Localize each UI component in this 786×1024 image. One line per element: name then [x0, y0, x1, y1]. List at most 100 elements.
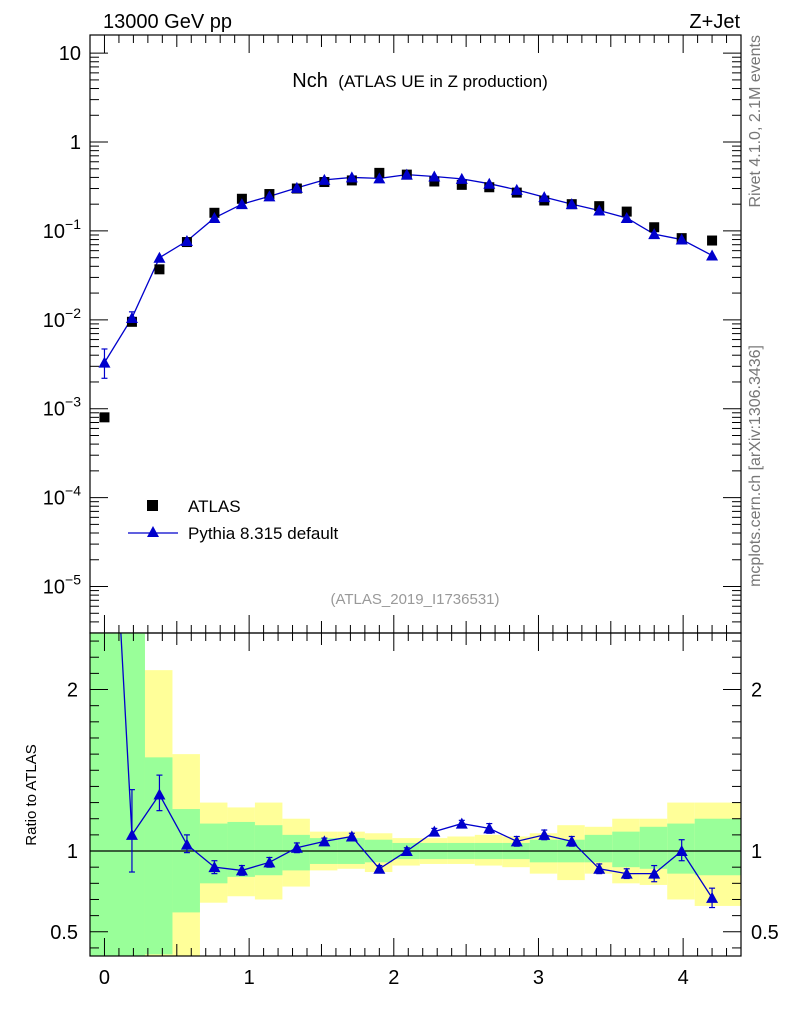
ratio-pythia-point — [180, 838, 193, 850]
main-ytick-label: 10−1 — [43, 216, 81, 243]
ratio-pythia-point — [706, 891, 719, 903]
ratio-pythia-point — [153, 788, 166, 800]
ratio-pythia-point — [125, 828, 138, 840]
uncertainty-band-stat — [612, 831, 640, 868]
ratio-pythia-point — [675, 845, 688, 857]
ratio-pythia-point — [208, 861, 221, 873]
ratio-pythia-point — [620, 867, 633, 879]
ratio-xtick-label: 3 — [533, 967, 544, 989]
pythia-point — [565, 198, 578, 210]
main-ytick-base: 10 — [43, 488, 65, 510]
ratio-xtick-label: 4 — [678, 967, 689, 989]
pythia-point — [125, 311, 138, 323]
atlas-point — [99, 412, 110, 423]
ratio-pythia-point — [235, 864, 248, 876]
title-sub: (ATLAS UE in Z production) — [338, 72, 547, 91]
uncertainty-band-stat — [144, 757, 173, 955]
pythia-point — [318, 173, 331, 185]
pythia-point — [290, 181, 303, 193]
ratio-pythia-point — [565, 835, 578, 847]
uncertainty-band-stat — [639, 826, 668, 869]
ratio-pythia-point — [290, 841, 303, 853]
main-ytick-base: 10 — [43, 221, 65, 243]
ratio-pythia-point — [510, 835, 523, 847]
ratio-panel: 0.5 0.5 1 1 2 2 0 1 2 3 4 Ratio to ATLAS — [23, 632, 779, 989]
pythia-point — [483, 177, 496, 189]
ratio-pythia-point — [538, 828, 551, 840]
pythia-point — [648, 228, 661, 240]
pythia-point — [235, 198, 248, 210]
main-ytick-exp: −4 — [65, 483, 81, 499]
main-ytick-exp: −5 — [65, 572, 81, 588]
ratio-ytick-label-left: 1 — [67, 841, 78, 863]
uncertainty-band-stat — [584, 834, 613, 863]
main-plot-frame — [89, 34, 742, 634]
ratio-ytick-label-right: 0.5 — [751, 922, 779, 944]
ratio-xtick-label: 2 — [388, 967, 399, 989]
rivet-label: Rivet 4.1.0, 2.1M events — [747, 35, 764, 208]
ratio-ytick-label-right: 1 — [751, 841, 762, 863]
ratio-pythia-point — [428, 825, 441, 837]
pythia-point — [98, 356, 111, 368]
ratio-axis-ticks: 0.5 0.5 1 1 2 2 0 1 2 3 4 — [50, 633, 779, 989]
pythia-point — [620, 211, 633, 223]
atlas-point — [456, 179, 467, 190]
process-label: Z+Jet — [689, 11, 740, 33]
pythia-point — [675, 233, 688, 245]
mcplots-label: mcplots.cern.ch [arXiv:1306.3436] — [747, 345, 764, 587]
main-data-layer — [98, 167, 719, 423]
analysis-id: (ATLAS_2019_I1736531) — [330, 591, 499, 608]
pythia-line — [103, 173, 713, 363]
pythia-point — [428, 170, 441, 182]
ratio-pythia-point — [345, 830, 358, 842]
uncertainty-band-stat — [199, 823, 228, 884]
main-ytick-exp: −2 — [65, 305, 81, 321]
atlas-point — [154, 264, 165, 275]
pythia-point — [153, 251, 166, 263]
ratio-pythia-point — [318, 835, 331, 847]
ratio-ytick-label-left: 0.5 — [50, 922, 78, 944]
ratio-ytick-label-left: 2 — [67, 680, 78, 702]
main-ytick-label: 10−4 — [43, 483, 81, 510]
atlas-point — [621, 206, 632, 217]
main-ytick-base: 10 — [43, 399, 65, 421]
legend: ATLAS Pythia 8.315 default — [128, 497, 339, 543]
ratio-pythia-point — [455, 817, 468, 829]
legend-atlas-label: ATLAS — [188, 497, 241, 516]
pythia-point — [400, 168, 413, 180]
pythia-point — [538, 191, 551, 203]
main-ytick-base: 1 — [70, 132, 81, 154]
atlas-point — [429, 176, 440, 187]
main-ytick-base: 10 — [43, 310, 65, 332]
legend-atlas-marker — [147, 500, 158, 511]
ratio-pythia-point — [400, 845, 413, 857]
ratio-xtick-label: 1 — [244, 967, 255, 989]
ratio-pythia-point — [263, 856, 276, 868]
ratio-data-layer — [90, 633, 741, 956]
main-ytick-label: 10−3 — [43, 394, 81, 421]
main-ytick-label: 10−5 — [43, 572, 81, 599]
main-ytick-label: 1 — [70, 132, 81, 154]
ratio-ytick-label-right: 2 — [751, 680, 762, 702]
legend-pythia-label: Pythia 8.315 default — [188, 524, 339, 543]
pythia-point — [593, 204, 606, 216]
ratio-pythia-point — [373, 862, 386, 874]
atlas-point — [649, 222, 660, 233]
ratio-ylabel: Ratio to ATLAS — [23, 744, 40, 845]
uncertainty-band-stat — [90, 633, 145, 956]
pythia-point — [510, 183, 523, 195]
ratio-pythia-point — [593, 862, 606, 874]
pythia-point — [345, 171, 358, 183]
ratio-pythia-point — [483, 822, 496, 834]
pythia-point — [455, 172, 468, 184]
ratio-pythia-point — [648, 867, 661, 879]
main-ytick-label: 10 — [59, 43, 81, 65]
pythia-point — [263, 190, 276, 202]
pythia-point — [373, 172, 386, 184]
uncertainty-band-stat — [694, 818, 741, 876]
main-ytick-base: 10 — [43, 577, 65, 599]
atlas-point — [707, 235, 718, 246]
main-ytick-exp: −1 — [65, 216, 81, 232]
